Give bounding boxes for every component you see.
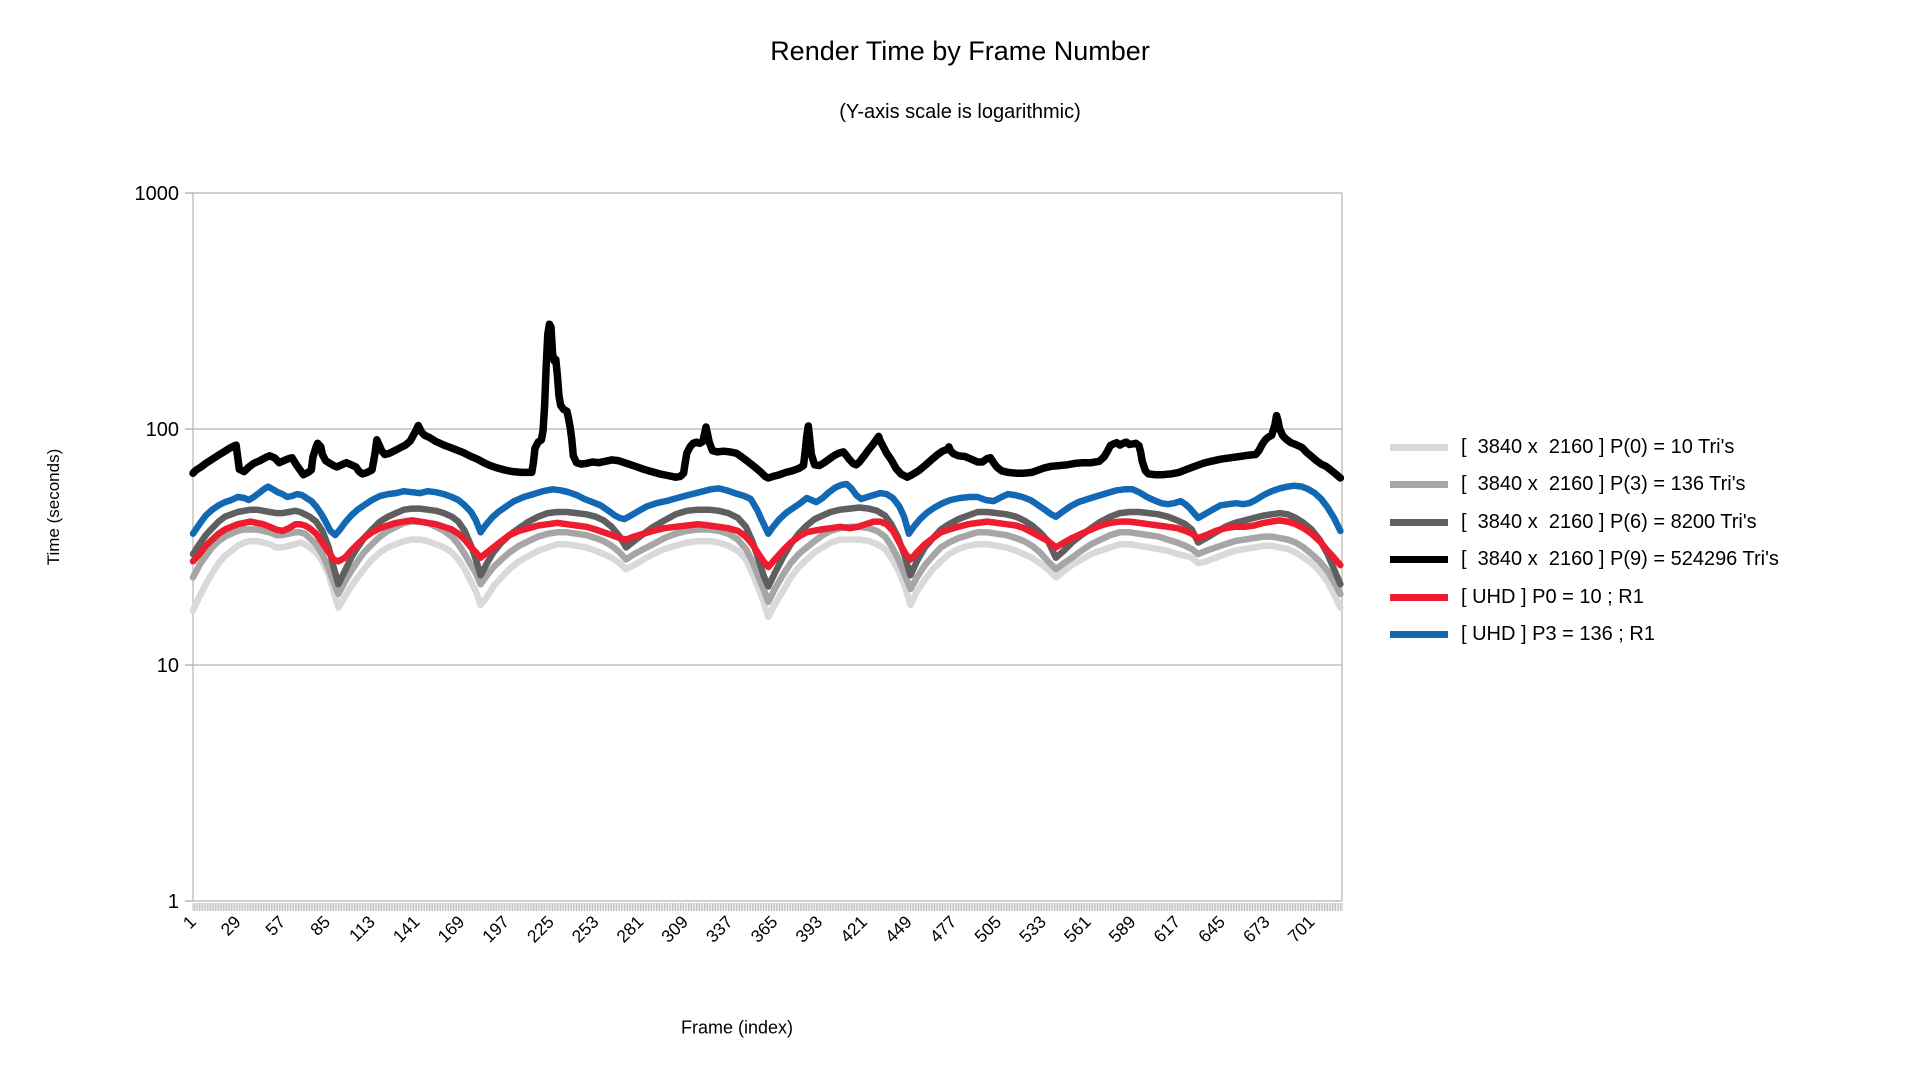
legend-label: [ 3840 x 2160 ] P(0) = 10 Tri's xyxy=(1461,435,1735,458)
legend-label: [ 3840 x 2160 ] P(3) = 136 Tri's xyxy=(1461,473,1746,495)
series-line-0 xyxy=(189,536,1344,621)
legend-swatch-icon xyxy=(1390,593,1448,601)
x-tick-label: 365 xyxy=(747,912,782,947)
legend-item: [ 3840 x 2160 ] P(3) = 136 Tri's xyxy=(1390,471,1746,498)
y-tick-label: 100 xyxy=(146,419,179,441)
legend-label: [ 3840 x 2160 ] P(9) = 524296 Tri's xyxy=(1461,548,1779,570)
y-tick-label: 1000 xyxy=(135,183,180,205)
x-tick-label: 253 xyxy=(568,912,603,947)
x-tick-label: 85 xyxy=(306,912,334,940)
legend-swatch-icon xyxy=(1390,481,1448,488)
x-tick-label: 169 xyxy=(434,912,469,947)
legend-swatch-icon xyxy=(1390,556,1448,563)
x-tick-label: 141 xyxy=(389,912,424,947)
y-tick-label: 10 xyxy=(157,655,179,677)
series-line-4 xyxy=(189,517,1344,571)
legend-item: [ 3840 x 2160 ] P(9) = 524296 Tri's xyxy=(1390,546,1779,573)
chart-title: Render Time by Frame Number xyxy=(770,36,1150,66)
x-tick-label: 505 xyxy=(970,912,1005,947)
x-tick-label: 1 xyxy=(179,912,200,933)
x-tick-label: 617 xyxy=(1149,912,1184,947)
legend-swatch-icon xyxy=(1390,518,1448,526)
x-tick-label: 673 xyxy=(1239,912,1274,947)
y-axis-title: Time (seconds) xyxy=(44,448,63,566)
legend-item: [ UHD ] P3 = 136 ; R1 xyxy=(1390,621,1655,648)
legend-swatch-icon xyxy=(1390,631,1448,638)
x-tick-label: 337 xyxy=(702,912,737,947)
x-tick-label: 421 xyxy=(836,912,871,947)
x-tick-label: 309 xyxy=(657,912,692,947)
x-tick-label: 29 xyxy=(217,912,245,940)
x-tick-label: 589 xyxy=(1105,912,1140,947)
x-tick-label: 533 xyxy=(1015,912,1050,947)
legend-label: [ UHD ] P0 = 10 ; R1 xyxy=(1461,585,1644,608)
x-minor-ticks xyxy=(192,903,1343,911)
series-line-1 xyxy=(189,518,1344,606)
legend-item: [ 3840 x 2160 ] P(0) = 10 Tri's xyxy=(1390,434,1734,461)
series-line-3 xyxy=(189,320,1345,482)
x-tick-label: 561 xyxy=(1060,912,1095,947)
x-tick-label: 701 xyxy=(1284,912,1319,947)
x-axis-title: Frame (index) xyxy=(680,1017,794,1038)
series-line-5 xyxy=(189,480,1344,539)
legend-item: [ 3840 x 2160 ] P(6) = 8200 Tri's xyxy=(1390,509,1757,536)
x-tick-label: 477 xyxy=(926,912,961,947)
x-tick-label: 645 xyxy=(1194,912,1229,947)
x-tick-label: 281 xyxy=(612,912,647,947)
legend-label: [ 3840 x 2160 ] P(6) = 8200 Tri's xyxy=(1461,510,1757,533)
x-tick-label: 393 xyxy=(791,912,826,947)
legend-swatch-icon xyxy=(1390,443,1448,451)
x-tick-label: 449 xyxy=(881,912,916,947)
legend-item: [ UHD ] P0 = 10 ; R1 xyxy=(1390,584,1644,611)
chart-subtitle: (Y-axis scale is logarithmic) xyxy=(839,101,1081,123)
y-tick-label: 1 xyxy=(168,891,179,913)
x-tick-label: 57 xyxy=(261,912,289,940)
series-line-2 xyxy=(189,504,1344,590)
x-tick-label: 197 xyxy=(478,912,513,947)
x-tick-label: 225 xyxy=(523,912,558,947)
x-tick-label: 113 xyxy=(345,912,379,946)
legend-label: [ UHD ] P3 = 136 ; R1 xyxy=(1461,623,1655,645)
